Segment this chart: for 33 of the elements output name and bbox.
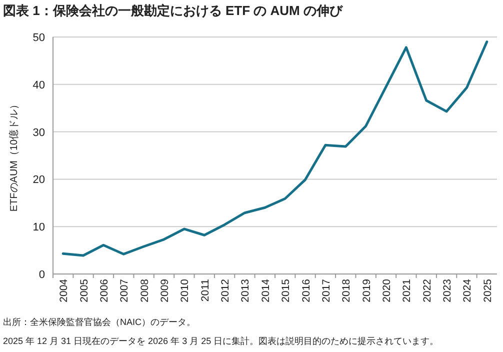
x-tick-label: 2008 [138, 278, 151, 302]
y-tick-label: 30 [32, 126, 45, 139]
x-tick-label: 2005 [78, 278, 90, 302]
x-tick-label: 2004 [58, 278, 70, 302]
x-tick-label: 2018 [340, 278, 353, 302]
chart-title: 図表 1：保険会社の一般勘定における ETF の AUM の伸び [3, 3, 344, 18]
x-tick-label: 2024 [462, 278, 474, 302]
x-tick-label: 2020 [381, 278, 393, 302]
y-tick-label: 50 [32, 32, 45, 44]
y-tick-label: 0 [38, 269, 45, 281]
x-tick-label: 2019 [360, 278, 373, 302]
x-tick-label: 2009 [159, 278, 171, 302]
x-tick-label: 2016 [300, 278, 312, 302]
y-tick-label: 10 [32, 222, 45, 234]
x-tick-label: 2017 [320, 278, 332, 302]
x-tick-label: 2013 [240, 278, 252, 302]
y-tick-label: 40 [32, 79, 45, 92]
x-tick-label: 2014 [260, 278, 272, 302]
x-tick-label: 2011 [199, 278, 212, 302]
x-tick-label: 2012 [220, 278, 232, 302]
x-tick-label: 2007 [118, 278, 131, 302]
x-tick-label: 2021 [401, 278, 414, 302]
y-tick-label: 20 [32, 174, 45, 186]
y-axis-title: ETFのAUM（10億ドル） [8, 99, 20, 212]
x-tick-label: 2006 [98, 278, 110, 302]
x-tick-label: 2023 [442, 278, 454, 302]
x-tick-label: 2015 [280, 278, 292, 302]
x-tick-label: 2010 [179, 278, 192, 302]
text: 出所：全米保険監督官協会（NAIC）のデータ。 [3, 317, 196, 327]
text: 2025 年 12 月 31 日現在のデータを 2026 年 3 月 25 日に集計。図表は説明目的のために提示されています。 [3, 336, 439, 346]
x-tick-label: 2025 [482, 278, 494, 302]
x-tick-label: 2022 [421, 278, 434, 302]
line-series [62, 40, 488, 257]
